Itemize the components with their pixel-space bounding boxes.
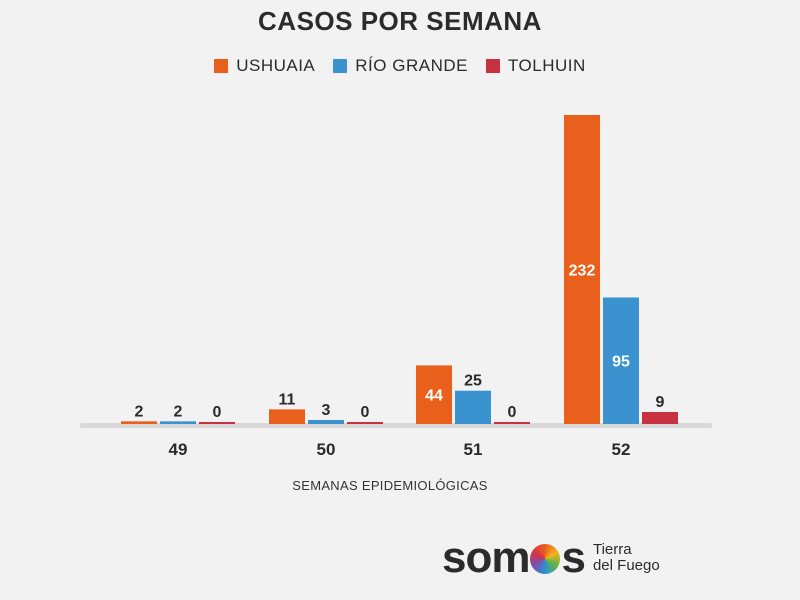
bar-tolhuin-49 (199, 422, 235, 424)
bar-ushuaia-49 (121, 421, 157, 424)
data-label-tolhuin-49: 0 (213, 404, 222, 421)
legend-item-tolhuin: TOLHUIN (485, 56, 586, 76)
bar-r-o-grande-49 (160, 421, 196, 424)
bar-tolhuin-52 (642, 412, 678, 424)
data-label-r-o-grande-50: 3 (322, 402, 331, 419)
data-label-tolhuin-50: 0 (361, 404, 370, 421)
chart-title: CASOS POR SEMANA (258, 6, 542, 36)
data-label-r-o-grande-51: 25 (464, 373, 482, 390)
logo-o-ring (530, 544, 561, 574)
bar-ushuaia-52 (564, 115, 600, 424)
legend-item-rio-grande: RÍO GRANDE (333, 56, 468, 76)
bar-r-o-grande-51 (455, 390, 491, 424)
legend-label-rio-grande: RÍO GRANDE (355, 56, 468, 75)
bar-ushuaia-51 (416, 365, 452, 424)
x-tick-label-51: 51 (464, 440, 483, 459)
data-label-r-o-grande-52: 95 (612, 354, 630, 371)
data-label-tolhuin-52: 9 (656, 394, 665, 411)
logo-subtitle: Tierra del Fuego (592, 540, 660, 575)
legend-swatch-tolhuin (485, 59, 500, 73)
data-label-r-o-grande-49: 2 (174, 403, 183, 420)
bar-tolhuin-50 (347, 422, 383, 424)
data-label-ushuaia-52: 232 (569, 263, 596, 280)
logo-subtitle-line2: del Fuego (592, 557, 660, 574)
somos-logo: som s Tierra del Fuego (442, 536, 660, 580)
bar-ushuaia-50 (269, 409, 305, 424)
data-label-ushuaia-50: 11 (279, 391, 296, 408)
logo-subtitle-line1: Tierra (592, 540, 632, 558)
logo-prefix: som (442, 533, 530, 582)
logo-suffix: s (561, 533, 586, 582)
x-tick-label-49: 49 (169, 440, 188, 459)
bar-tolhuin-51 (494, 422, 530, 424)
legend-label-tolhuin: TOLHUIN (507, 56, 586, 75)
data-label-ushuaia-49: 2 (135, 403, 144, 420)
legend: USHUAIA RÍO GRANDE TOLHUIN (0, 56, 800, 76)
bar-r-o-grande-50 (308, 420, 344, 424)
legend-swatch-ushuaia (214, 59, 229, 73)
x-tick-label-52: 52 (612, 440, 631, 459)
x-axis-label: SEMANAS EPIDEMIOLÓGICAS (292, 478, 488, 493)
legend-label-ushuaia: USHUAIA (236, 56, 316, 75)
x-tick-label-50: 50 (317, 440, 336, 459)
data-label-ushuaia-51: 44 (425, 388, 443, 405)
legend-swatch-rio-grande (333, 59, 348, 73)
logo-wordmark: som s (442, 533, 586, 582)
legend-item-ushuaia: USHUAIA (214, 56, 315, 76)
data-label-tolhuin-51: 0 (508, 404, 517, 421)
x-axis-baseline (80, 423, 712, 428)
bar-r-o-grande-52 (603, 297, 639, 424)
